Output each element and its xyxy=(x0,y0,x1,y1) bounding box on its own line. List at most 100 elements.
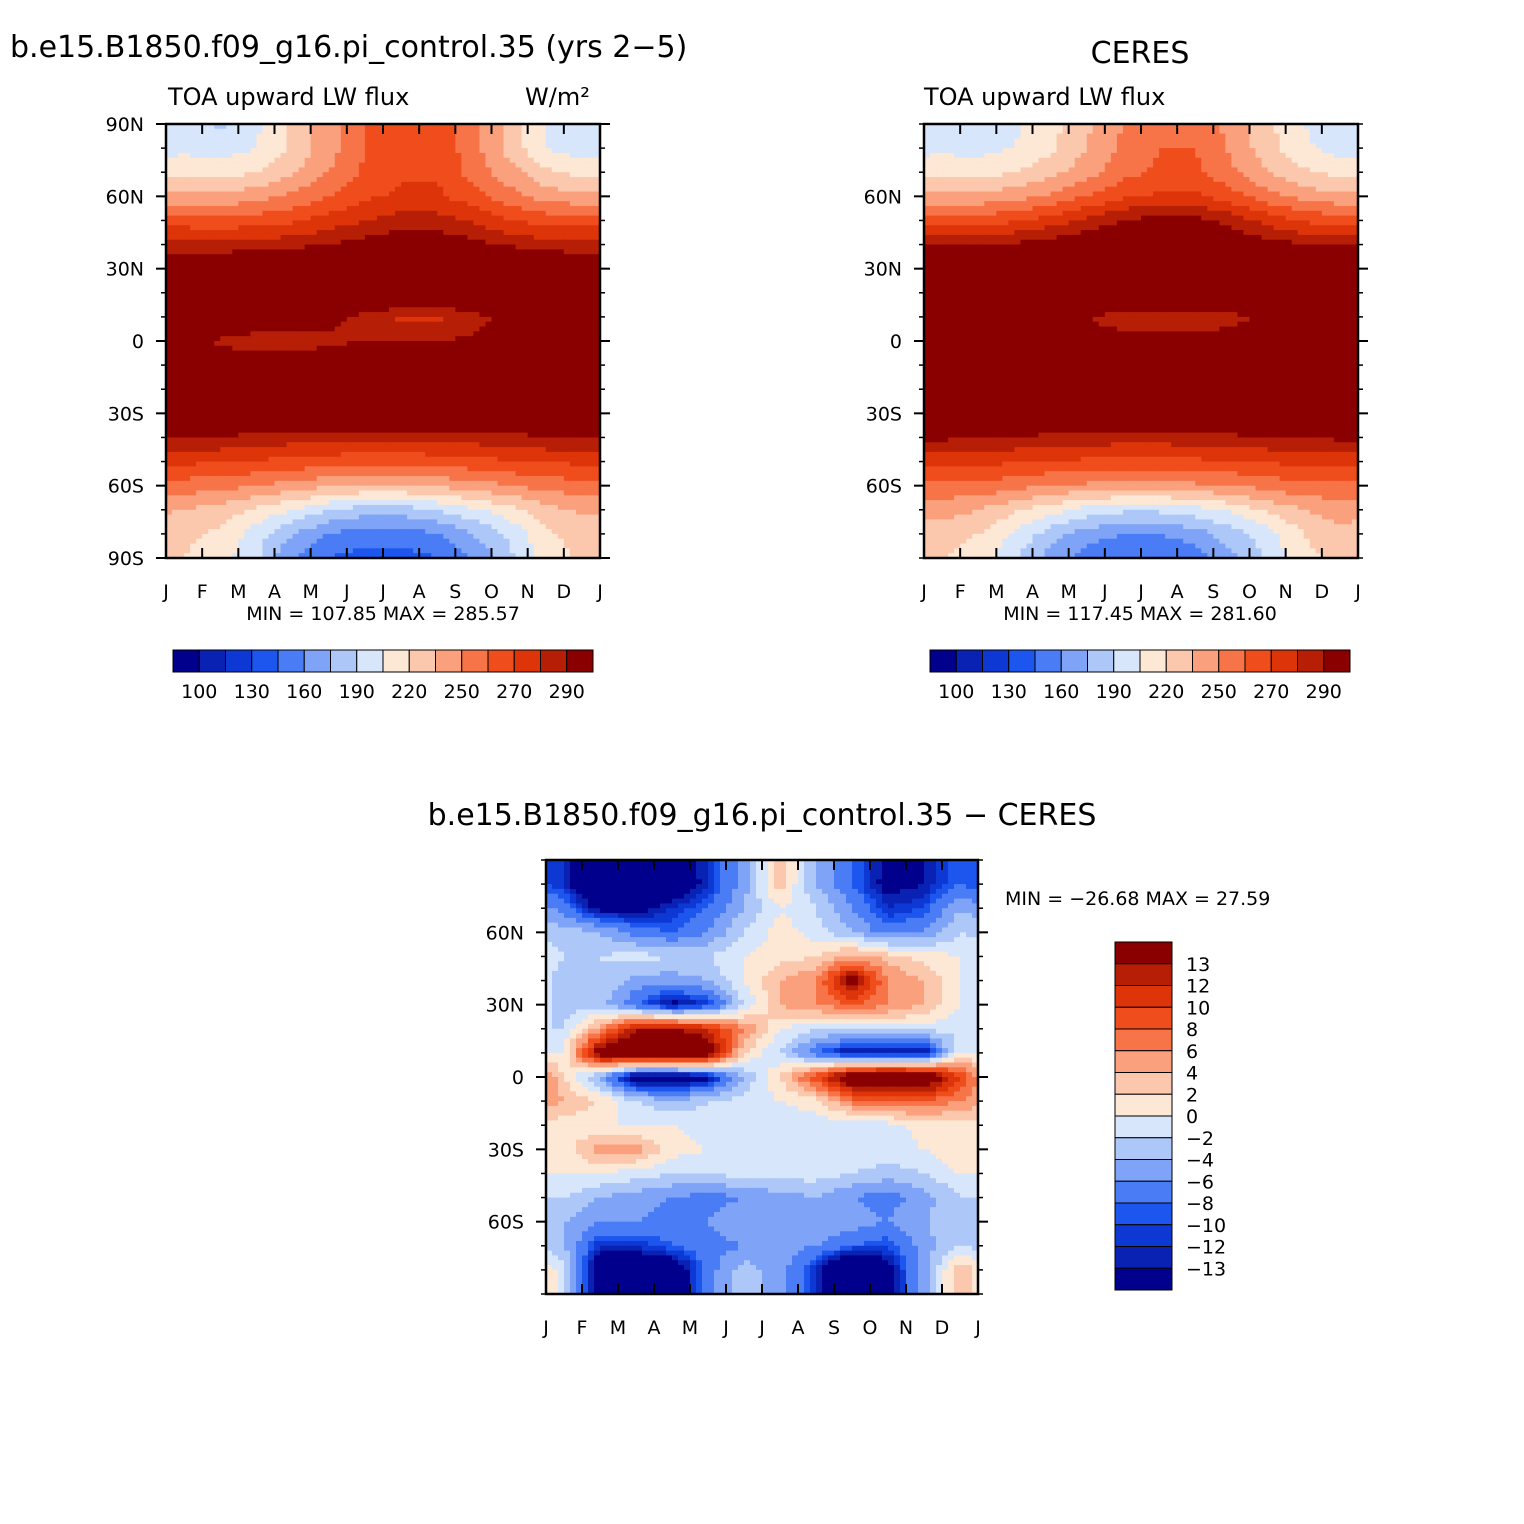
heatmap-cell xyxy=(515,394,523,400)
heatmap-cell xyxy=(575,427,583,434)
heatmap-cell xyxy=(334,451,342,458)
heatmap-cell xyxy=(407,312,414,318)
heatmap-cell xyxy=(491,172,499,178)
heatmap-cell xyxy=(190,384,197,390)
heatmap-cell xyxy=(461,422,468,429)
heatmap-cell xyxy=(527,408,535,414)
heatmap-cell xyxy=(563,447,571,453)
heatmap-cell xyxy=(340,225,348,231)
heatmap-cell xyxy=(172,365,179,371)
heatmap-cell xyxy=(268,205,276,212)
heatmap-cell xyxy=(358,418,366,424)
heatmap-cell xyxy=(485,292,493,299)
heatmap-cell xyxy=(461,124,468,130)
heatmap-cell xyxy=(401,312,408,318)
heatmap-cell xyxy=(250,341,258,347)
heatmap-cell xyxy=(461,220,468,226)
heatmap-cell xyxy=(431,350,438,357)
heatmap-cell xyxy=(166,456,173,463)
heatmap-cell xyxy=(515,384,523,390)
heatmap-cell xyxy=(358,138,366,144)
heatmap-cell xyxy=(407,234,414,241)
heatmap-cell xyxy=(172,413,179,419)
heatmap-cell xyxy=(364,268,372,275)
heatmap-cell xyxy=(587,432,595,439)
heatmap-cell xyxy=(437,297,444,304)
heatmap-cell xyxy=(389,148,396,154)
heatmap-cell xyxy=(304,374,312,381)
heatmap-cell xyxy=(461,128,468,135)
heatmap-cell xyxy=(334,345,342,352)
heatmap-cell xyxy=(214,374,221,381)
heatmap-cell xyxy=(286,331,294,337)
heatmap-cell xyxy=(461,331,468,337)
heatmap-cell xyxy=(479,427,487,434)
heatmap-cell xyxy=(527,350,535,357)
heatmap-cell xyxy=(551,254,559,260)
heatmap-cell xyxy=(461,254,468,260)
heatmap-cell xyxy=(467,369,475,376)
heatmap-cell xyxy=(521,249,529,255)
heatmap-cell xyxy=(569,186,577,193)
heatmap-cell xyxy=(250,292,258,299)
heatmap-cell xyxy=(515,355,523,361)
heatmap-cell xyxy=(521,239,529,246)
heatmap-cell xyxy=(166,186,173,193)
heatmap-cell xyxy=(190,254,197,260)
heatmap-cell xyxy=(503,403,511,410)
heatmap-cell xyxy=(352,196,360,202)
heatmap-cell xyxy=(298,273,306,279)
heatmap-cell xyxy=(389,124,396,130)
heatmap-cell xyxy=(190,196,197,202)
heatmap-cell xyxy=(370,403,378,410)
heatmap-cell xyxy=(431,143,438,149)
heatmap-cell xyxy=(407,394,414,400)
heatmap-cell xyxy=(425,225,432,231)
heatmap-cell xyxy=(274,321,282,328)
heatmap-cell xyxy=(322,263,330,270)
heatmap-cell xyxy=(232,316,239,323)
heatmap-cell xyxy=(389,432,396,439)
heatmap-cell xyxy=(304,205,312,212)
heatmap-cell xyxy=(449,427,456,434)
heatmap-cell xyxy=(274,350,282,357)
heatmap-cell xyxy=(256,394,264,400)
heatmap-cell xyxy=(563,307,571,313)
heatmap-cell xyxy=(274,394,282,400)
heatmap-cell xyxy=(196,403,203,410)
heatmap-cell xyxy=(569,374,577,381)
heatmap-cell xyxy=(533,379,541,385)
heatmap-cell xyxy=(581,234,589,241)
heatmap-cell xyxy=(292,138,300,144)
heatmap-cell xyxy=(292,384,300,390)
heatmap-cell xyxy=(533,215,541,222)
heatmap-cell xyxy=(461,451,468,458)
heatmap-cell xyxy=(226,259,233,265)
heatmap-cell xyxy=(292,128,300,135)
heatmap-cell xyxy=(172,254,179,260)
heatmap-cell xyxy=(244,321,251,328)
heatmap-cell xyxy=(178,422,185,429)
heatmap-cell xyxy=(431,398,438,405)
heatmap-cell xyxy=(376,316,384,323)
heatmap-cell xyxy=(214,162,221,168)
heatmap-cell xyxy=(503,191,511,197)
heatmap-cell xyxy=(244,365,251,371)
heatmap-cell xyxy=(244,249,251,255)
heatmap-cell xyxy=(509,394,517,400)
heatmap-cell xyxy=(449,341,456,347)
heatmap-cell xyxy=(569,427,577,434)
heatmap-cell xyxy=(304,365,312,371)
heatmap-cell xyxy=(509,244,517,250)
heatmap-cell xyxy=(220,152,227,159)
heatmap-cell xyxy=(563,138,571,144)
heatmap-cell xyxy=(172,220,179,226)
heatmap-cell xyxy=(190,427,197,434)
heatmap-cell xyxy=(256,128,264,135)
heatmap-cell xyxy=(587,350,595,357)
heatmap-cell xyxy=(461,437,468,443)
heatmap-cell xyxy=(461,432,468,439)
heatmap-cell xyxy=(346,345,354,352)
heatmap-cell xyxy=(485,225,493,231)
heatmap-cell xyxy=(395,389,402,395)
